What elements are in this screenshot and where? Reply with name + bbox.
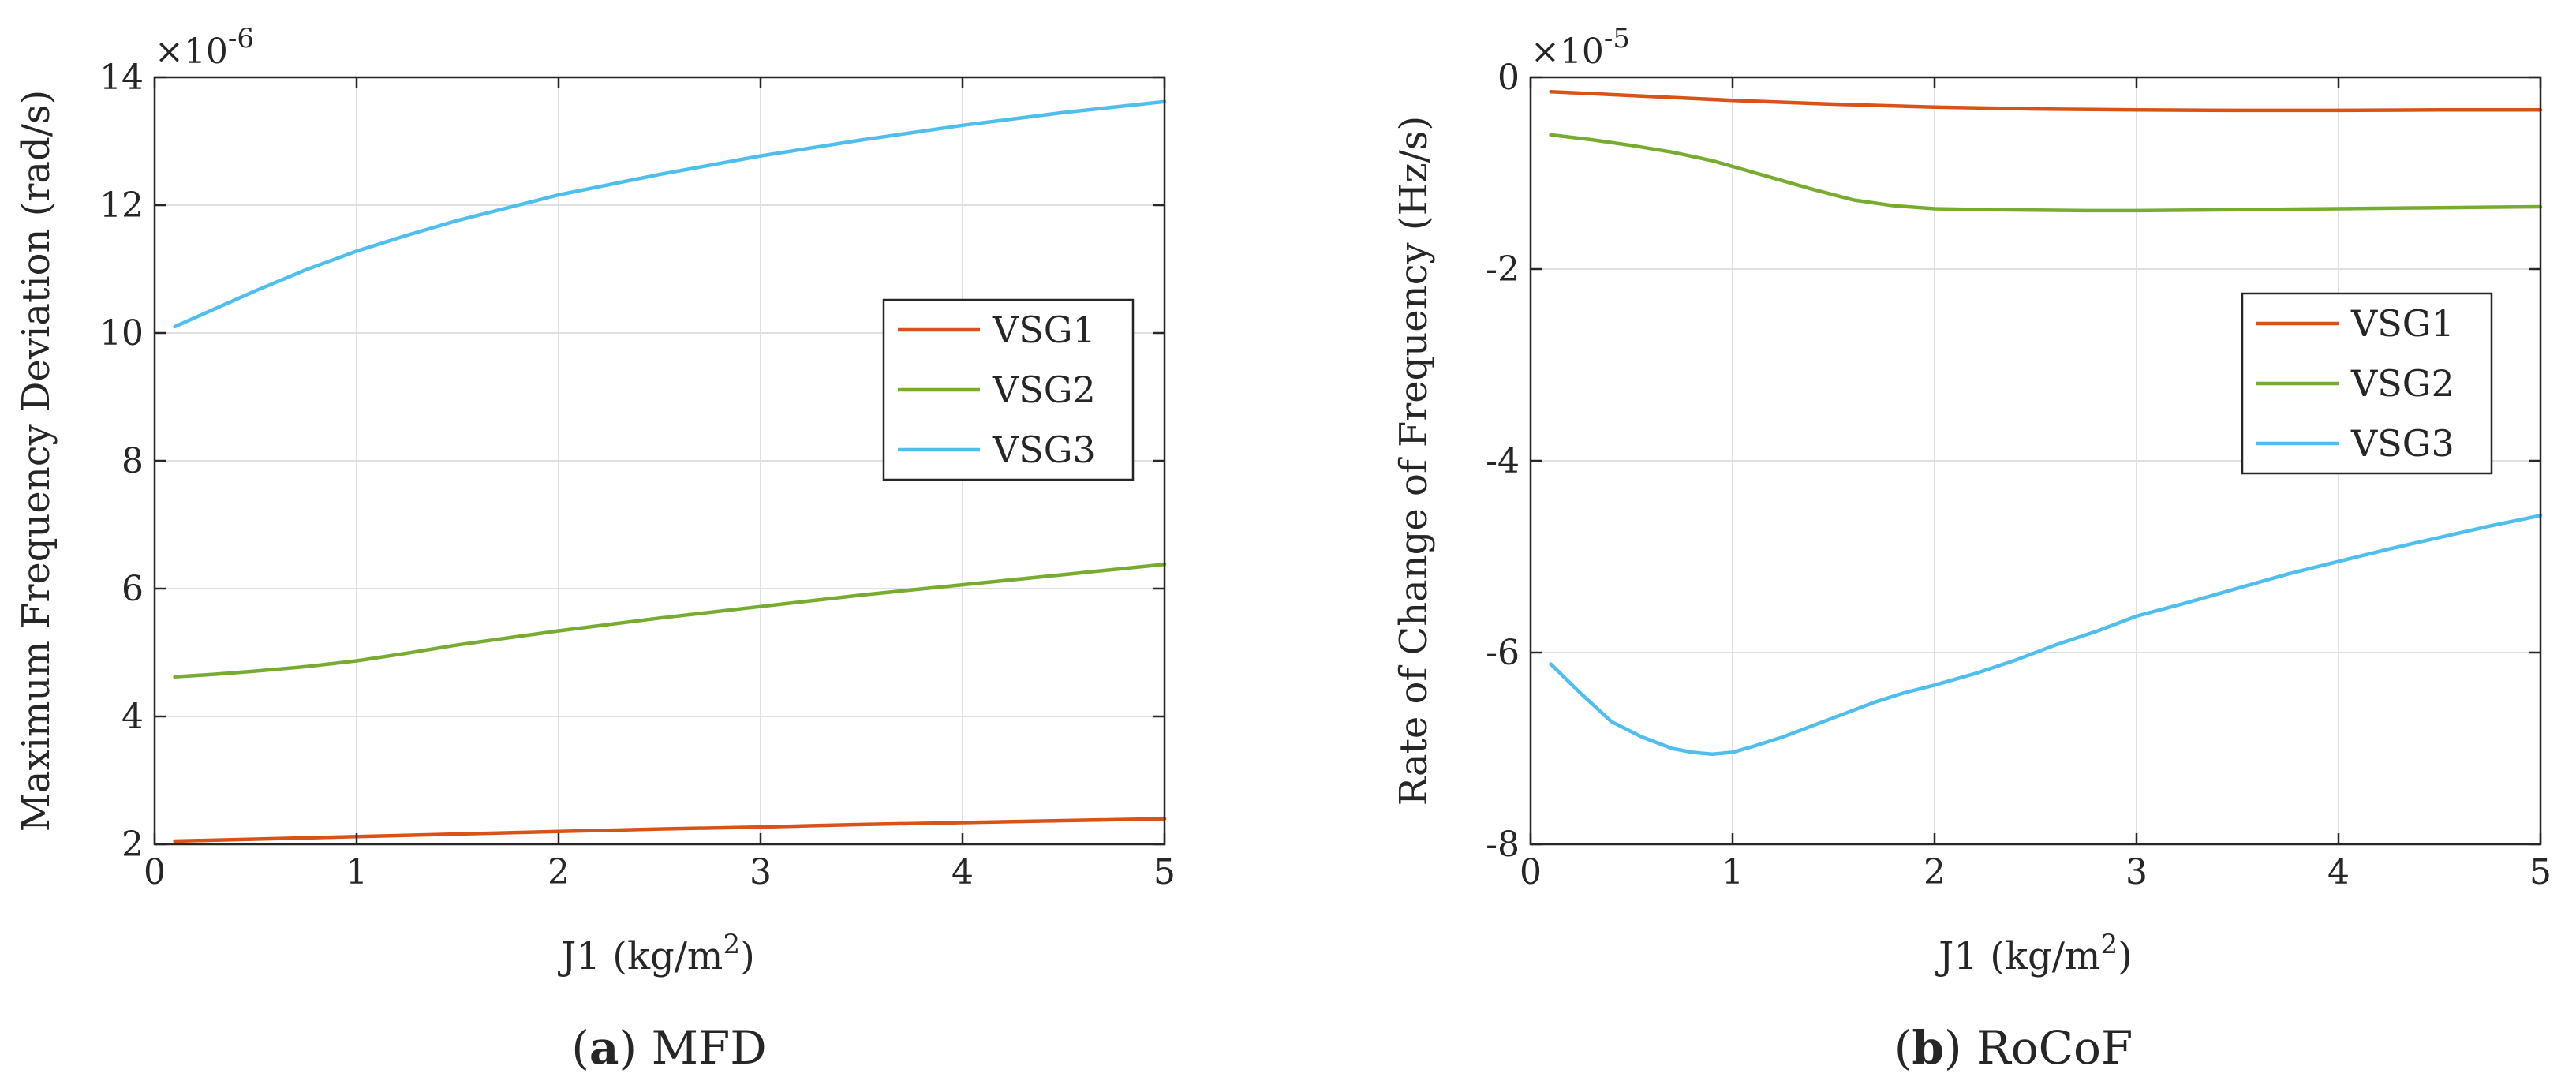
x-tick-label: 0 bbox=[1520, 852, 1542, 892]
legend-label-vsg2: VSG2 bbox=[992, 368, 1096, 411]
panel-a-caption-letter: a bbox=[589, 1021, 619, 1075]
panel-a-xlabel-main: J1 (kg/m bbox=[557, 934, 723, 978]
x-tick-label: 3 bbox=[750, 852, 772, 892]
panel-a-caption: (a) MFD bbox=[571, 1021, 766, 1075]
series-line-vsg2 bbox=[1549, 133, 2543, 213]
panel-b-rocof: 0 1 2 3 4 5 0 -2 -4 -6 -8 ×10-5 Rate of Change of … bbox=[1392, 23, 2552, 1075]
panel-b-xlabel: J1 (kg/m2) bbox=[1935, 929, 2133, 978]
series-line-vsg1 bbox=[1549, 89, 2543, 113]
x-tick-label: 1 bbox=[1722, 852, 1744, 892]
legend-label-vsg3: VSG3 bbox=[992, 428, 1096, 471]
y-tick-label: -6 bbox=[1486, 633, 1520, 673]
panel-a-exponent-base: ×10 bbox=[155, 32, 228, 72]
x-tick-label: 4 bbox=[952, 852, 974, 892]
legend-label-vsg1: VSG1 bbox=[2350, 302, 2454, 345]
panel-b-xlabel-main: J1 (kg/m bbox=[1935, 934, 2100, 978]
panel-b-exponent: ×10-5 bbox=[1531, 23, 1630, 72]
panel-b-ylabel: Rate of Change of Frequency (Hz/s) bbox=[1392, 116, 1436, 806]
panel-b-exponent-base: ×10 bbox=[1531, 32, 1604, 72]
panel-a-ylabel: Maximum Frequency Deviation (rad/s) bbox=[14, 90, 58, 832]
panel-b-legend: VSG1 VSG2 VSG3 bbox=[2241, 292, 2493, 475]
panel-b-xlabel-sup: 2 bbox=[2100, 929, 2118, 960]
y-tick-label: 0 bbox=[1497, 58, 1520, 98]
panel-b-caption-text: RoCoF bbox=[1962, 1021, 2133, 1075]
panel-a-exponent: ×10-6 bbox=[155, 23, 254, 72]
panel-b-caption-letter: b bbox=[1912, 1021, 1944, 1075]
x-tick-label: 1 bbox=[346, 852, 368, 892]
legend-label-vsg2: VSG2 bbox=[2350, 362, 2454, 405]
y-tick-label: 2 bbox=[122, 825, 144, 865]
series-line-vsg3 bbox=[1549, 514, 2543, 757]
panel-a-legend: VSG1 VSG2 VSG3 bbox=[882, 298, 1135, 481]
panel-a-xlabel: J1 (kg/m2) bbox=[557, 929, 755, 978]
series-line-vsg3 bbox=[173, 99, 1167, 329]
panel-a-exponent-power: -6 bbox=[228, 23, 254, 54]
x-tick-label: 5 bbox=[2529, 852, 2552, 892]
panel-a-series bbox=[173, 99, 1167, 843]
y-tick-label: 10 bbox=[99, 313, 144, 353]
y-tick-label: 6 bbox=[122, 569, 144, 609]
x-tick-label: 3 bbox=[2125, 852, 2148, 892]
panel-b-ticks: 0 1 2 3 4 5 0 -2 -4 -6 -8 bbox=[1486, 58, 2552, 892]
panel-b-xlabel-end: ) bbox=[2118, 934, 2133, 978]
y-tick-label: 4 bbox=[122, 697, 144, 737]
x-tick-label: 2 bbox=[548, 852, 570, 892]
y-tick-label: -8 bbox=[1486, 825, 1520, 865]
panel-a-xlabel-end: ) bbox=[740, 934, 755, 978]
y-tick-label: -2 bbox=[1486, 249, 1520, 290]
panel-a-xlabel-sup: 2 bbox=[723, 929, 740, 960]
panel-b-series bbox=[1549, 89, 2543, 757]
legend-label-vsg1: VSG1 bbox=[992, 309, 1096, 351]
y-tick-label: 12 bbox=[99, 185, 144, 226]
x-tick-label: 5 bbox=[1153, 852, 1176, 892]
panel-a-caption-text: MFD bbox=[637, 1021, 767, 1075]
panel-b-caption: (b) RoCoF bbox=[1894, 1021, 2133, 1075]
series-line-vsg1 bbox=[173, 817, 1167, 843]
x-tick-label: 4 bbox=[2327, 852, 2350, 892]
y-tick-label: -4 bbox=[1486, 441, 1520, 481]
y-tick-label: 8 bbox=[122, 441, 144, 481]
y-tick-label: 14 bbox=[99, 58, 144, 98]
legend-label-vsg3: VSG3 bbox=[2350, 422, 2454, 465]
series-line-vsg2 bbox=[173, 562, 1167, 679]
panel-b-exponent-power: -5 bbox=[1604, 23, 1630, 54]
x-tick-label: 0 bbox=[144, 852, 166, 892]
x-tick-label: 2 bbox=[1924, 852, 1946, 892]
